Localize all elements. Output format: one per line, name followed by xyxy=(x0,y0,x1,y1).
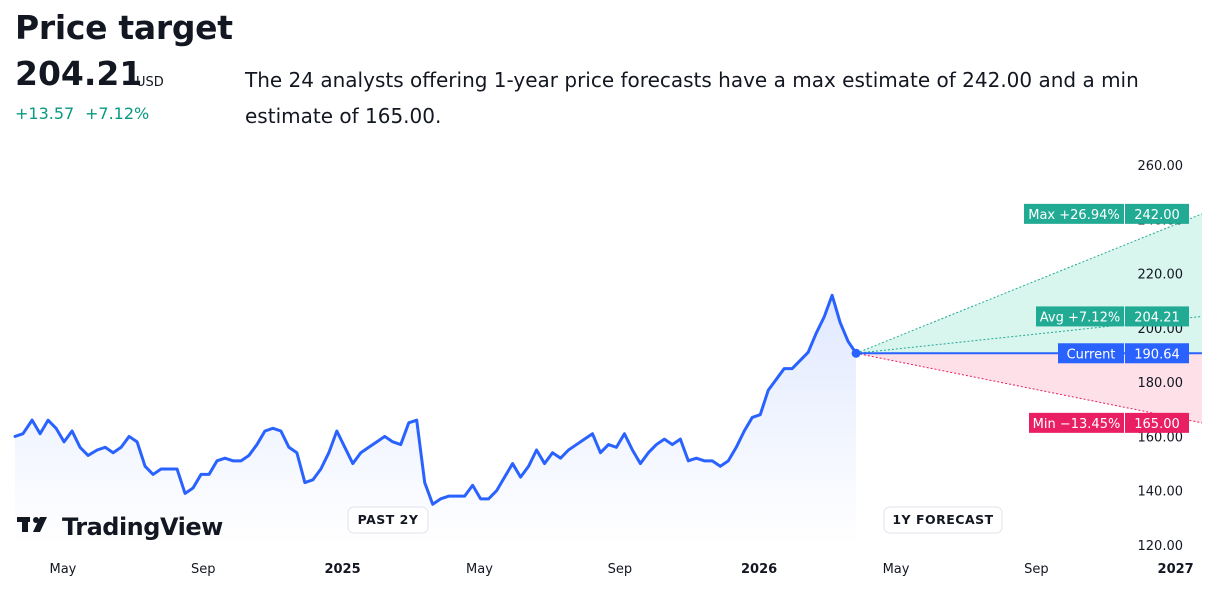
x-tick-label: 2025 xyxy=(324,562,360,577)
current-price-badge-value: 190.64 xyxy=(1134,347,1180,362)
tradingview-logo-text: TradingView xyxy=(62,513,223,541)
avg-estimate-badge-label: Avg +7.12% xyxy=(1040,310,1120,325)
current-price-badge-value-bg xyxy=(1125,343,1189,364)
avg-estimate-badge: Avg +7.12% 204.21 xyxy=(1036,306,1189,327)
current-price-badge-label: Current xyxy=(1067,347,1116,362)
current-price-badge-label-bg xyxy=(1058,343,1124,364)
max-estimate-badge: Max +26.94% 242.00 xyxy=(1024,203,1189,224)
max-estimate-badge-value: 242.00 xyxy=(1134,208,1180,223)
y-tick-label: 260.00 xyxy=(1138,159,1184,174)
x-tick-label: Sep xyxy=(191,562,216,577)
tradingview-logo-icon xyxy=(17,517,47,532)
min-estimate-badge-label-bg xyxy=(1029,412,1124,433)
y-tick-label: 180.00 xyxy=(1138,376,1184,391)
x-tick-label: Sep xyxy=(608,562,633,577)
price-history-area xyxy=(15,295,857,545)
price-target-value: 204.21 xyxy=(15,54,143,93)
tradingview-logo[interactable]: TradingView xyxy=(17,513,224,541)
avg-estimate-badge-value: 204.21 xyxy=(1134,310,1180,325)
past-2y-chip[interactable]: PAST 2Y xyxy=(347,506,429,534)
change-percent: +7.12% xyxy=(85,104,150,123)
min-estimate-badge: Min −13.45% 165.00 xyxy=(1029,412,1189,433)
min-estimate-badge-value-bg xyxy=(1125,412,1189,433)
y-tick-label: 160.00 xyxy=(1138,430,1184,445)
min-estimate-badge-value: 165.00 xyxy=(1134,417,1180,432)
change-absolute: +13.57 xyxy=(15,104,75,123)
currency-label: USD xyxy=(136,75,164,90)
min-estimate-badge-label: Min −13.45% xyxy=(1033,417,1121,432)
avg-estimate-badge-value-bg xyxy=(1125,306,1189,327)
x-tick-label: Sep xyxy=(1024,562,1049,577)
max-estimate-badge-label-bg xyxy=(1024,203,1124,224)
forecast-1y-label: 1Y FORECAST xyxy=(892,512,993,527)
y-tick-label: 120.00 xyxy=(1138,539,1184,554)
max-estimate-badge-value-bg xyxy=(1125,203,1189,224)
x-tick-label: May xyxy=(883,562,910,577)
current-price-badge: Current 190.64 xyxy=(1058,343,1189,364)
past-2y-label: PAST 2Y xyxy=(358,512,419,527)
max-estimate-badge-label: Max +26.94% xyxy=(1028,208,1119,223)
y-tick-label: 220.00 xyxy=(1138,268,1184,283)
forecast-description: The 24 analysts offering 1-year price fo… xyxy=(245,68,1139,128)
x-tick-label: May xyxy=(49,562,76,577)
price-history-line xyxy=(13,293,858,506)
x-tick-label: May xyxy=(466,562,493,577)
y-tick-label: 140.00 xyxy=(1138,485,1184,500)
x-tick-label: 2026 xyxy=(741,562,777,577)
forecast-1y-chip[interactable]: 1Y FORECAST xyxy=(883,506,1003,534)
x-tick-label: 2027 xyxy=(1158,562,1194,577)
avg-estimate-badge-label-bg xyxy=(1036,306,1124,327)
forecast-min-line xyxy=(855,352,1202,424)
current-price-point xyxy=(851,348,861,358)
price-target-chart[interactable]: 120.00140.00160.00180.00200.00220.00240.… xyxy=(0,150,1227,601)
page-title: Price target xyxy=(15,8,233,47)
